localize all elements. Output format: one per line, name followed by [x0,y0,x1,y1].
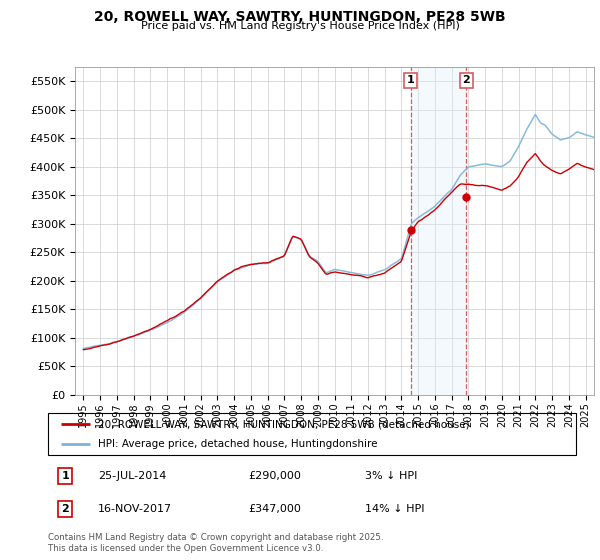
Text: 3% ↓ HPI: 3% ↓ HPI [365,471,417,480]
Text: Price paid vs. HM Land Registry's House Price Index (HPI): Price paid vs. HM Land Registry's House … [140,21,460,31]
Text: 20, ROWELL WAY, SAWTRY, HUNTINGDON, PE28 5WB (detached house): 20, ROWELL WAY, SAWTRY, HUNTINGDON, PE28… [98,419,470,430]
Text: 14% ↓ HPI: 14% ↓ HPI [365,505,424,514]
Text: £290,000: £290,000 [248,471,302,480]
Text: 2: 2 [61,505,69,514]
Text: 2: 2 [463,76,470,85]
Text: 1: 1 [407,76,415,85]
Text: 25-JUL-2014: 25-JUL-2014 [98,471,167,480]
Text: 16-NOV-2017: 16-NOV-2017 [98,505,172,514]
Text: Contains HM Land Registry data © Crown copyright and database right 2025.
This d: Contains HM Land Registry data © Crown c… [48,533,383,553]
Text: 1: 1 [61,471,69,480]
Text: £347,000: £347,000 [248,505,302,514]
Text: HPI: Average price, detached house, Huntingdonshire: HPI: Average price, detached house, Hunt… [98,439,377,449]
Text: 20, ROWELL WAY, SAWTRY, HUNTINGDON, PE28 5WB: 20, ROWELL WAY, SAWTRY, HUNTINGDON, PE28… [94,10,506,24]
Bar [410,67,466,395]
